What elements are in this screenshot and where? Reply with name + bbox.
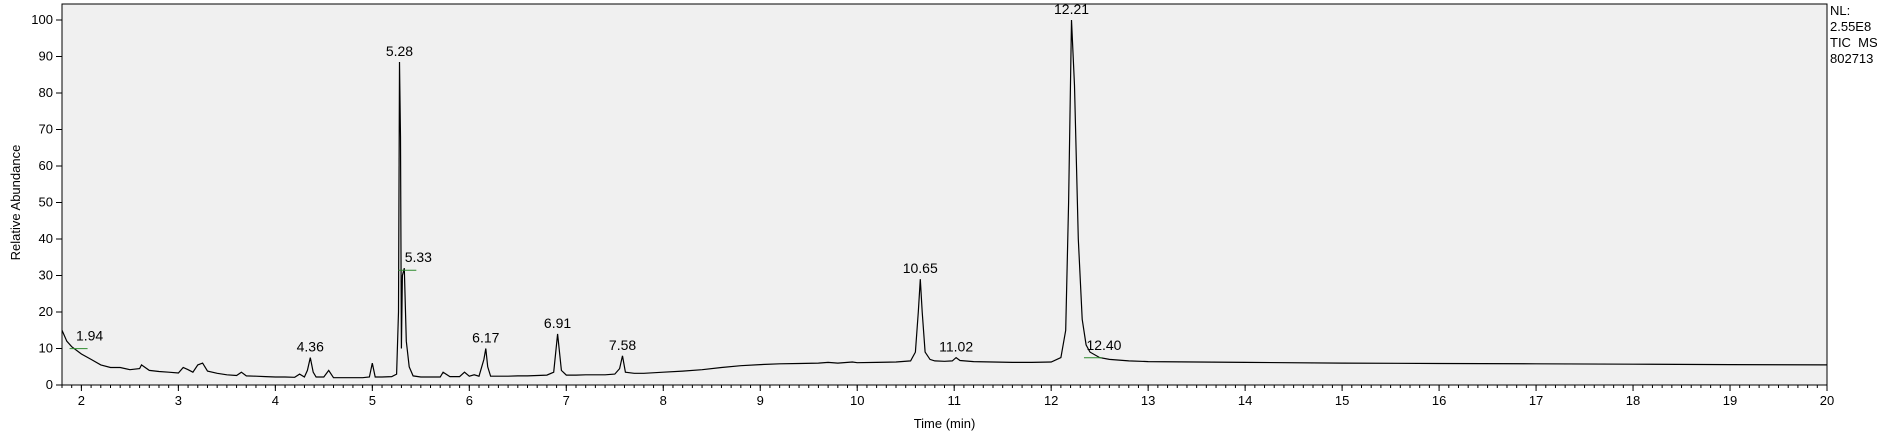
peak-label-4-36: 4.36 (297, 339, 324, 355)
x-tick-label: 13 (1141, 393, 1155, 408)
y-tick-label: 100 (31, 12, 53, 27)
plot-background (62, 4, 1827, 385)
x-tick-label: 2 (78, 393, 85, 408)
x-tick-label: 6 (466, 393, 473, 408)
x-tick-label: 3 (175, 393, 182, 408)
scan-info: NL: 2.55E8 TIC MS 802713 (1830, 3, 1877, 66)
x-tick-label: 20 (1820, 393, 1834, 408)
y-tick-label: 50 (39, 195, 53, 210)
x-tick-label: 5 (369, 393, 376, 408)
y-tick-label: 0 (46, 377, 53, 392)
x-tick-label: 11 (947, 393, 961, 408)
y-tick-label: 30 (39, 268, 53, 283)
peak-label-5-33: 5.33 (405, 249, 432, 265)
peak-label-12-21: 12.21 (1054, 1, 1089, 17)
peak-label-7-58: 7.58 (609, 337, 636, 353)
info-line-level: 2.55E8 (1830, 19, 1871, 34)
x-tick-label: 17 (1529, 393, 1543, 408)
x-tick-label: 8 (660, 393, 667, 408)
y-axis: 0 10 20 30 40 50 60 70 80 90 100 (31, 12, 62, 392)
x-tick-label: 14 (1238, 393, 1252, 408)
x-axis-title: Time (min) (914, 416, 976, 431)
peak-label-11-02: 11.02 (939, 339, 973, 355)
tic-trace (61, 19, 1828, 379)
peak-label-10-65: 10.65 (903, 260, 938, 276)
info-line-nl: NL: (1830, 3, 1850, 18)
x-tick-label: 18 (1626, 393, 1640, 408)
x-tick-label: 9 (757, 393, 764, 408)
peak-label-6-91: 6.91 (544, 315, 571, 331)
x-tick-label: 16 (1432, 393, 1446, 408)
y-tick-label: 70 (39, 122, 53, 137)
peak-labels: 1.94 4.36 5.28 5.33 6.17 6.91 7.58 10.65 11.02 12… (76, 1, 1122, 355)
y-tick-label: 80 (39, 85, 53, 100)
y-tick-label: 60 (39, 158, 53, 173)
x-tick-label: 15 (1335, 393, 1349, 408)
plot-frame (61, 3, 1828, 386)
peak-markers (69, 269, 1102, 359)
peak-label-1-94: 1.94 (76, 328, 103, 344)
x-axis: 2 3 4 5 6 7 8 9 10 11 12 13 14 15 16 17 18 19 20 (61, 385, 1834, 408)
y-tick-label: 10 (39, 341, 53, 356)
peak-label-12-40: 12.40 (1086, 337, 1121, 353)
x-tick-label: 12 (1044, 393, 1058, 408)
y-tick-label: 40 (39, 231, 53, 246)
x-tick-label: 4 (272, 393, 279, 408)
y-tick-label: 90 (39, 49, 53, 64)
y-axis-title: Relative Abundance (8, 145, 23, 261)
x-tick-label: 7 (563, 393, 570, 408)
y-tick-label: 20 (39, 304, 53, 319)
info-line-file: 802713 (1830, 51, 1873, 66)
peak-label-5-28: 5.28 (386, 43, 413, 59)
x-tick-label: 19 (1723, 393, 1737, 408)
info-line-filter: TIC MS (1830, 35, 1877, 50)
x-tick-label: 10 (850, 393, 864, 408)
peak-label-6-17: 6.17 (472, 330, 499, 346)
